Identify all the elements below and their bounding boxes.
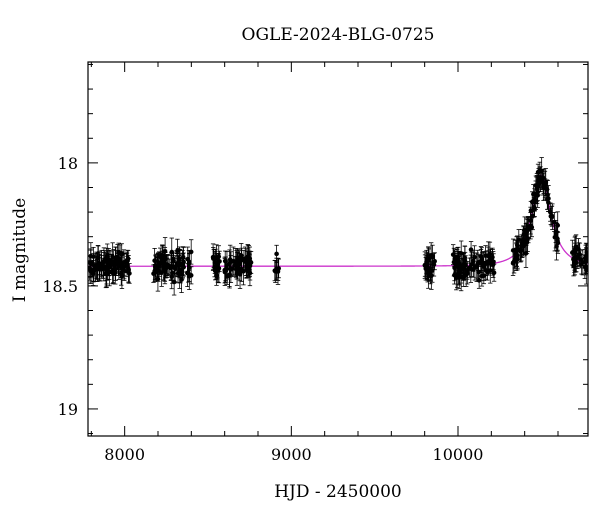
data-point	[96, 245, 101, 270]
chart-title: OGLE-2024-BLG-0725	[242, 25, 435, 45]
data-point	[124, 253, 130, 278]
x-tick-label: 9000	[271, 445, 312, 464]
data-point	[117, 244, 123, 274]
data-point	[546, 185, 551, 212]
data-point	[543, 168, 549, 197]
data-point	[462, 245, 468, 275]
data-point	[517, 236, 523, 263]
data-point	[549, 205, 555, 227]
data-point	[274, 257, 279, 281]
axis-ticks: 8000 9000 10000 18 18.5 19	[42, 62, 588, 464]
y-tick-label: 18.5	[42, 277, 78, 296]
data-point	[188, 266, 194, 285]
data-point	[573, 247, 578, 268]
data-point	[481, 267, 487, 285]
x-tick-label: 10000	[433, 445, 484, 464]
data-point	[233, 261, 239, 278]
plot-frame	[87, 61, 589, 437]
data-point	[467, 257, 472, 278]
data-point	[169, 237, 175, 267]
data-point	[88, 242, 94, 270]
data-point	[461, 267, 467, 287]
data-point	[174, 253, 180, 275]
data-point	[469, 251, 475, 277]
data-point	[162, 259, 167, 282]
data-point	[171, 268, 177, 296]
data-point	[212, 257, 217, 278]
y-tick-label: 19	[58, 400, 78, 419]
data-point	[458, 240, 464, 267]
data-point	[103, 259, 109, 289]
data-point	[531, 184, 536, 205]
data-point	[513, 239, 519, 269]
y-tick-label: 18	[58, 154, 78, 173]
data-point	[164, 254, 170, 275]
x-axis-label: HJD - 2450000	[274, 482, 402, 502]
data-point	[119, 251, 125, 276]
data-point	[525, 217, 531, 238]
data-point	[177, 246, 182, 273]
x-tick-label: 8000	[104, 445, 145, 464]
data-point	[247, 254, 252, 277]
data-point	[530, 201, 536, 231]
data-point	[222, 256, 228, 284]
data-point	[215, 256, 221, 283]
data-point	[476, 271, 482, 289]
data-point	[179, 266, 184, 293]
data-point	[456, 263, 461, 285]
data-point	[521, 235, 526, 257]
data-point	[523, 238, 529, 268]
data-point	[552, 212, 557, 232]
data-point	[112, 256, 117, 274]
data-point	[578, 250, 583, 269]
data-point	[487, 241, 493, 267]
data-point	[216, 245, 222, 268]
data-point	[451, 247, 457, 277]
data-point	[478, 255, 484, 272]
data-point	[230, 246, 236, 276]
data-point	[490, 247, 495, 267]
data-point	[430, 258, 435, 283]
data-point	[534, 175, 540, 204]
data-point	[548, 202, 553, 222]
data-point	[236, 249, 241, 267]
y-axis-label: I magnitude	[10, 198, 30, 302]
data-point	[241, 257, 246, 286]
data-points-layer	[88, 157, 588, 296]
data-point	[153, 255, 159, 278]
data-point	[555, 230, 560, 251]
data-point	[101, 247, 107, 276]
data-point	[471, 261, 476, 278]
data-point	[538, 166, 543, 192]
